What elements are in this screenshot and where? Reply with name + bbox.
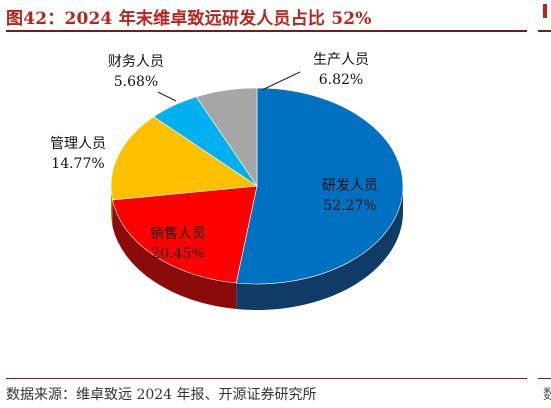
slice-label-name-0: 研发人员 [322, 178, 378, 194]
slice-side-1 [112, 199, 237, 310]
slice-side-0 [236, 186, 403, 310]
chart-title: 图42：2024 年末维卓致远研发人员占比 52% [6, 9, 372, 29]
pie-side-walls [111, 186, 403, 310]
slice-0 [235, 87, 404, 285]
next-figure-rule [538, 30, 551, 32]
slice-2 [110, 116, 258, 201]
slice-label-value-4: 6.82% [319, 72, 363, 88]
source-rule [6, 378, 527, 379]
slice-labels: 研发人员 52.27% 销售人员 20.45% 管理人员 14.77% 财务人员 5.68% 生… [50, 52, 378, 262]
next-source-rule [538, 378, 551, 379]
slice-label-name-1: 销售人员 [150, 226, 206, 242]
source-note: 数据来源：维卓致远 2024 年报、开源证券研究所 [6, 387, 317, 403]
slice-label-name-2: 管理人员 [50, 136, 106, 152]
pie-slices [110, 87, 404, 285]
slice-label-name-4: 生产人员 [313, 52, 369, 68]
slice-4 [195, 87, 258, 187]
leader-line-0 [157, 91, 177, 102]
slice-label-value-0: 52.27% [323, 198, 376, 214]
title-rule [6, 30, 527, 32]
next-figure-fragment [543, 4, 547, 18]
slice-label-value-1: 20.45% [151, 246, 204, 262]
next-source-fragment: 数 [543, 387, 551, 403]
slice-side-2 [111, 186, 113, 226]
leader-lines [157, 71, 301, 102]
slice-label-name-3: 财务人员 [108, 54, 164, 70]
leader-line-1 [261, 71, 301, 91]
slice-1 [112, 185, 258, 284]
slice-label-value-2: 14.77% [51, 156, 104, 172]
slice-label-value-3: 5.68% [114, 74, 158, 90]
